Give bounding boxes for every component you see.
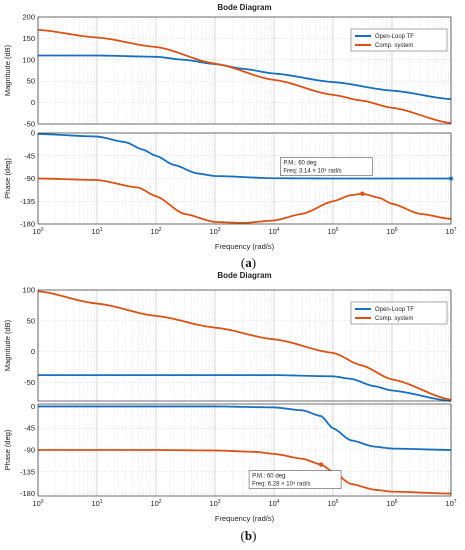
x-tick-label: 107	[445, 227, 456, 236]
magnitude-panel: -50 0 50 100 150 200 Magnitude (dB) Open-Loop T…	[3, 13, 452, 129]
y-tick-label: -45	[24, 151, 35, 160]
comp-system-series-line	[37, 290, 452, 401]
comp-system-series-line	[38, 449, 452, 495]
magnitude-panel: -50 0 50 100 Magnitude (dB) Open-Loop TF Comp.…	[3, 286, 452, 402]
legend: Open-Loop TF Comp. system	[350, 301, 448, 325]
y-tick-label: -180	[20, 489, 35, 498]
phase-panel: -180 -135 -90 -45 0 Phase (deg) 100 101 102 103 10…	[3, 129, 457, 237]
x-tick-label: 104	[268, 227, 279, 236]
y-tick-label: 200	[22, 13, 35, 22]
annotation-text: Freq: 6.28 × 10⁴ rad/s	[252, 481, 310, 488]
y-axis-label: Phase (deg)	[3, 158, 12, 199]
y-tick-label: -50	[24, 378, 35, 387]
x-axis-label: Frequency (rad/s)	[215, 242, 275, 251]
x-tick-label: 105	[327, 499, 338, 508]
legend-box	[350, 28, 448, 52]
annotation-box	[280, 157, 373, 176]
x-tick-label: 104	[268, 499, 279, 508]
annotation-text: Freq: 3.14 × 10⁵ rad/s	[283, 168, 341, 175]
x-tick-label: 103	[209, 499, 220, 508]
open-loop-series-line	[38, 374, 452, 402]
y-tick-label: -45	[24, 424, 35, 433]
y-tick-label: 100	[22, 286, 35, 295]
chart-title: Bode Diagram	[217, 3, 271, 12]
y-tick-label: 50	[27, 316, 35, 325]
y-axis-label: Magnitude (dB)	[3, 44, 12, 96]
y-axis-label: Phase (deg)	[3, 429, 12, 470]
y-tick-label: -90	[24, 174, 35, 183]
legend-box	[350, 301, 448, 325]
y-tick-label: 0	[31, 347, 35, 356]
x-tick-label: 101	[91, 227, 102, 236]
open-loop-end-marker	[449, 176, 453, 181]
plot-frame	[37, 289, 452, 402]
x-tick-label: 106	[386, 499, 397, 508]
phase-panel: -180 -135 -90 -45 0 Phase (deg) 100 101 102 103 10…	[3, 402, 457, 508]
annotation-text: P.M.: 60 deg	[252, 474, 285, 480]
y-tick-label: 0	[31, 402, 35, 411]
y-tick-label: -135	[20, 197, 35, 206]
comp-system-series-line	[37, 177, 452, 224]
y-tick-label: -90	[24, 446, 35, 455]
plot-frame	[37, 16, 452, 125]
bode-diagram-b: Bode Diagram -50 0 50 100 Magnitude (dB) Open-…	[3, 271, 457, 543]
x-tick-label: 100	[32, 227, 43, 236]
plot-frame	[37, 403, 452, 497]
y-tick-label: 150	[22, 34, 35, 43]
y-tick-label: -180	[20, 220, 35, 229]
y-axis-label: Magnitude (dB)	[3, 319, 12, 371]
figure-caption: (a)	[241, 255, 256, 270]
x-axis-label: Frequency (rad/s)	[215, 514, 275, 523]
open-loop-series-line	[37, 133, 451, 180]
x-tick-label: 100	[32, 499, 43, 508]
x-tick-label: 107	[445, 499, 456, 508]
legend: Open-Loop TF Comp. system	[350, 28, 448, 52]
comp-system-series-line	[37, 28, 452, 125]
phase-margin-marker	[318, 462, 324, 467]
annotation-text: P.M.: 60 deg	[283, 161, 316, 167]
open-loop-series-line	[38, 405, 452, 451]
annotation-box	[248, 470, 342, 489]
y-tick-label: 0	[31, 98, 35, 107]
legend-entry: Open-Loop TF	[375, 34, 414, 40]
y-tick-label: 0	[31, 129, 35, 138]
legend-entry: Comp. system	[375, 316, 413, 322]
legend-entry: Open-Loop TF	[375, 307, 414, 313]
y-tick-label: 50	[27, 77, 35, 86]
y-tick-label: -50	[24, 120, 35, 129]
x-tick-label: 102	[150, 499, 161, 508]
figure-caption: (b)	[241, 528, 257, 543]
legend-entry: Comp. system	[375, 43, 413, 49]
x-tick-label: 106	[386, 227, 397, 236]
y-tick-label: 100	[22, 55, 35, 64]
x-tick-label: 101	[91, 499, 102, 508]
chart-title: Bode Diagram	[217, 271, 271, 280]
phase-margin-marker	[360, 191, 365, 196]
y-tick-label: -135	[20, 467, 35, 476]
x-tick-label: 105	[327, 227, 338, 236]
x-tick-label: 102	[150, 227, 161, 236]
x-tick-label: 103	[209, 227, 220, 236]
